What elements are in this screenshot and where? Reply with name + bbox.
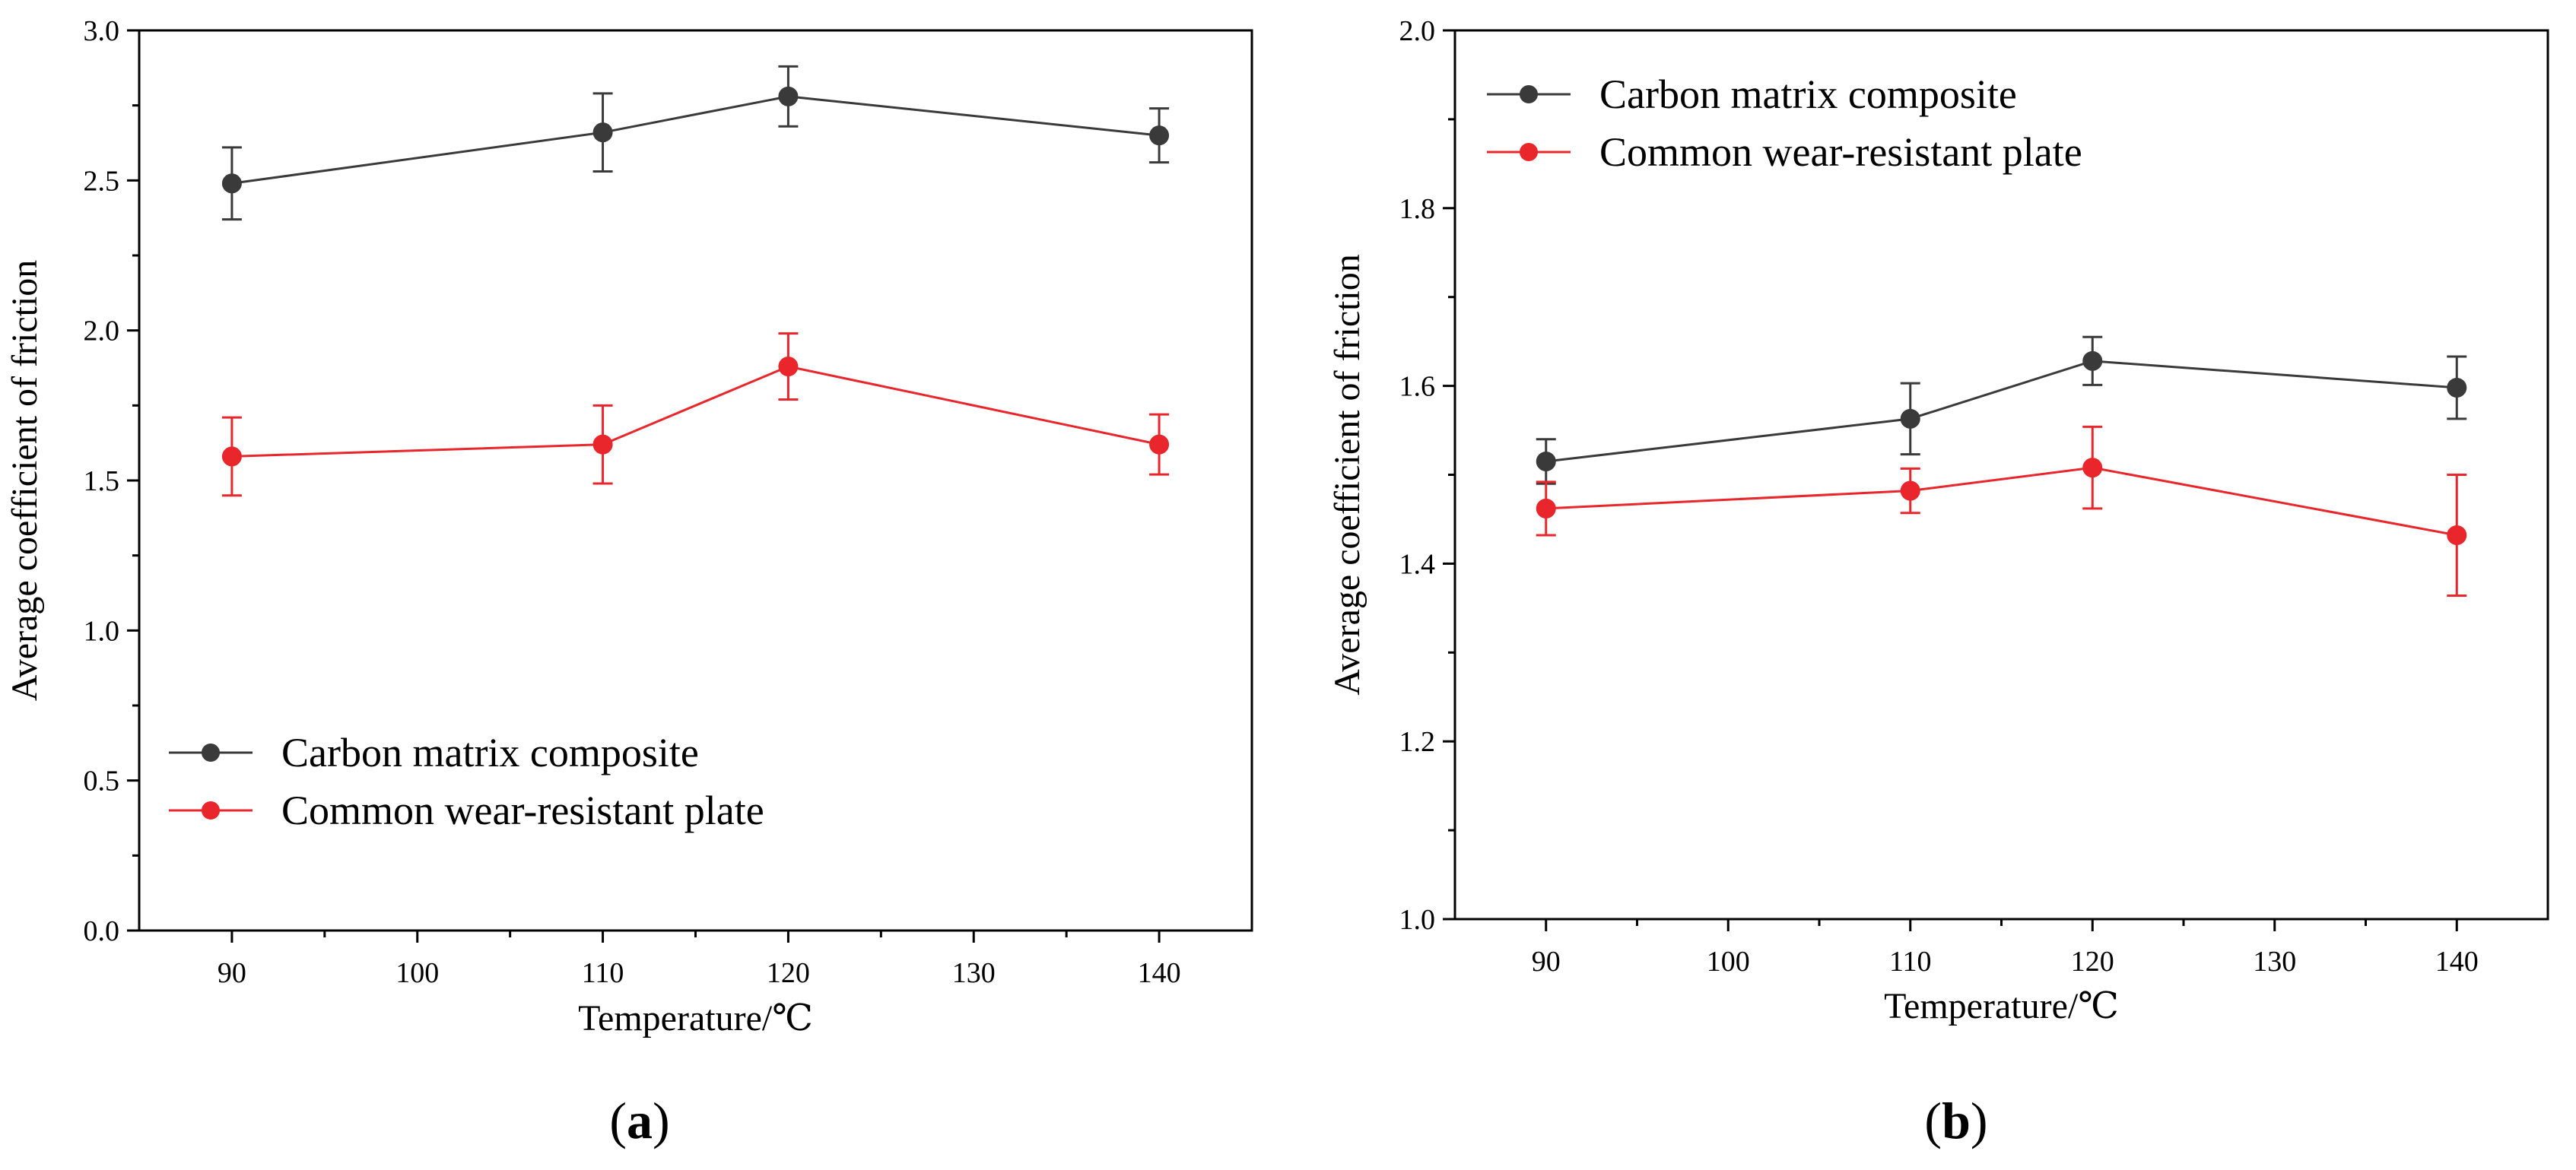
- x-tick-label: 140: [2435, 946, 2479, 978]
- y-tick-label: 1.0: [1399, 904, 1436, 936]
- data-point-common: [592, 434, 613, 455]
- series-line-common: [231, 365, 1160, 458]
- data-point-carbon: [1149, 125, 1170, 146]
- series-line-common: [1545, 466, 2457, 537]
- legend-marker-common: [202, 801, 220, 820]
- x-tick-label: 100: [395, 957, 439, 989]
- x-tick-label: 120: [767, 957, 810, 989]
- chart-b: 90 100 110 120 130 140 1.0 1.2 1.4 1.6 1.8 2.0 Tempe…: [1327, 15, 2549, 1026]
- y-tick-label: 3.0: [84, 15, 120, 47]
- x-axis-title: Temperature/℃: [578, 998, 813, 1038]
- chart-a: 90 100 110 120 130 140 0.0 0.5 1.0 1.5 2.0 2.5 3.0 Te…: [5, 15, 1253, 1038]
- x-tick-label: 130: [952, 957, 996, 989]
- data-point-common: [1900, 480, 1920, 501]
- y-tick-label: 2.0: [84, 315, 120, 347]
- panel-label-b: (b): [1924, 1092, 1987, 1149]
- y-tick-label: 1.5: [84, 465, 120, 497]
- x-tick-label: 140: [1138, 957, 1181, 989]
- y-tick-label: 1.8: [1399, 193, 1436, 225]
- y-tick-label: 2.0: [1399, 15, 1436, 47]
- y-tick-label: 1.2: [1399, 726, 1436, 758]
- data-point-carbon: [2447, 377, 2467, 398]
- data-point-common: [2447, 525, 2467, 545]
- x-tick-label: 90: [1532, 946, 1561, 978]
- x-axis-title: Temperature/℃: [1884, 986, 2119, 1026]
- data-point-carbon: [1536, 451, 1556, 471]
- y-tick-label: 0.0: [84, 915, 120, 947]
- legend-label-common: Common wear-resistant plate: [281, 788, 764, 833]
- y-tick-label: 1.4: [1399, 548, 1436, 580]
- data-point-carbon: [592, 122, 613, 143]
- data-point-carbon: [778, 86, 799, 106]
- legend-marker-carbon: [202, 744, 220, 762]
- series-line-carbon: [231, 95, 1160, 185]
- data-point-common: [1536, 498, 1556, 518]
- data-point-carbon: [1900, 408, 1920, 429]
- y-tick-label: 2.5: [84, 165, 120, 197]
- y-tick-label: 0.5: [84, 766, 120, 797]
- data-point-carbon: [2082, 350, 2103, 371]
- panel-label-a: (a): [609, 1092, 669, 1149]
- legend-label-carbon: Carbon matrix composite: [1599, 71, 2017, 117]
- legend-label-carbon: Carbon matrix composite: [281, 730, 699, 775]
- legend-marker-carbon: [1520, 85, 1538, 103]
- y-tick-label: 1.0: [84, 615, 120, 647]
- x-tick-label: 90: [218, 957, 246, 989]
- data-point-common: [778, 357, 799, 377]
- y-tick-label: 1.6: [1399, 371, 1436, 403]
- x-tick-label: 120: [2071, 946, 2114, 978]
- data-point-common: [1149, 434, 1170, 455]
- x-tick-label: 130: [2253, 946, 2296, 978]
- legend-marker-common: [1520, 143, 1538, 161]
- data-point-carbon: [221, 173, 242, 194]
- data-point-common: [2082, 458, 2103, 478]
- series-line-carbon: [1545, 360, 2457, 463]
- y-axis-title: Average coefficient of friction: [1327, 254, 1367, 696]
- legend-label-common: Common wear-resistant plate: [1599, 129, 2082, 175]
- x-tick-label: 110: [1889, 946, 1932, 978]
- y-axis-title: Average coefficient of friction: [5, 260, 45, 702]
- x-tick-label: 110: [582, 957, 624, 989]
- data-point-common: [221, 446, 242, 467]
- x-tick-label: 100: [1707, 946, 1750, 978]
